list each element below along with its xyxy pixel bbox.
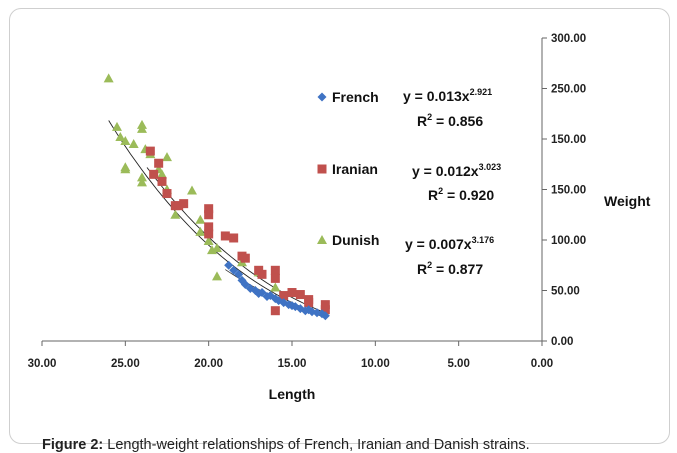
- equation-dunish: y = 0.007x3.176: [405, 235, 494, 252]
- point-dunish: [212, 243, 222, 253]
- x-tick-label: 10.00: [361, 358, 390, 370]
- point-iranian: [320, 300, 330, 310]
- x-axis-ticks: 30.00 25.00 20.00 15.00 10.00 5.00 0.00: [28, 341, 553, 370]
- point-iranian: [270, 273, 280, 283]
- point-iranian: [320, 305, 330, 315]
- point-dunish: [212, 271, 222, 281]
- x-tick-label: 5.00: [447, 358, 469, 370]
- point-iranian: [154, 158, 164, 168]
- point-iranian: [204, 210, 214, 220]
- y-tick-label: 250.00: [551, 84, 586, 96]
- point-french: [320, 311, 330, 321]
- point-dunish: [120, 136, 131, 146]
- data-points: [103, 73, 330, 321]
- y-tick-label: 100.00: [551, 235, 586, 247]
- point-iranian: [179, 199, 189, 209]
- point-iranian: [229, 233, 239, 243]
- point-iranian: [204, 222, 214, 232]
- point-dunish: [112, 121, 122, 131]
- point-iranian: [157, 176, 167, 186]
- point-french: [224, 260, 234, 270]
- x-tick-label: 15.00: [278, 358, 307, 370]
- y-tick-label: 150.00: [551, 134, 586, 146]
- x-axis-title: Length: [269, 386, 316, 402]
- point-iranian: [287, 288, 297, 298]
- scatter-chart: 0.0050.00100.00150.00150.00250.00300.00 …: [28, 33, 651, 402]
- point-dunish: [270, 282, 281, 292]
- point-iranian: [304, 298, 314, 308]
- point-iranian: [270, 265, 280, 275]
- legend-marker-iranian: [317, 164, 327, 174]
- x-tick-label: 20.00: [194, 358, 223, 370]
- point-iranian: [204, 229, 214, 239]
- point-dunish: [162, 152, 172, 162]
- point-dunish: [195, 226, 206, 236]
- point-dunish: [128, 139, 139, 149]
- point-iranian: [295, 290, 305, 300]
- point-iranian: [145, 146, 155, 156]
- point-french: [229, 265, 239, 275]
- legend-label-french: French: [332, 89, 379, 105]
- x-tick-label: 30.00: [28, 358, 57, 370]
- point-french: [240, 279, 250, 289]
- figure-caption: Figure 2: Length-weight relationships of…: [42, 437, 530, 453]
- y-tick-label: 0.00: [551, 336, 573, 348]
- x-tick-label: 0.00: [531, 358, 553, 370]
- point-dunish: [103, 73, 114, 83]
- point-iranian: [270, 306, 280, 316]
- figure-frame: 0.00 50.00 100.00 150.00 150.00 250.00 300.00 …: [9, 8, 670, 453]
- point-dunish: [170, 209, 181, 219]
- y-axis-title: Weight: [604, 193, 651, 209]
- point-iranian: [174, 201, 184, 211]
- point-iranian: [240, 253, 250, 263]
- legend-marker-french: [317, 92, 327, 102]
- legend-label-iranian: Iranian: [332, 161, 378, 177]
- legend: French y = 0.013x2.921 R2 = 0.856 Iranian y …: [317, 87, 501, 277]
- equation-iranian: y = 0.012x3.023: [412, 162, 501, 179]
- point-dunish: [157, 169, 167, 179]
- point-dunish: [203, 236, 214, 246]
- equation-french: y = 0.013x2.921: [403, 87, 492, 104]
- r-squared-dunish: R2 = 0.877: [417, 260, 483, 277]
- point-dunish: [137, 119, 147, 129]
- point-dunish: [137, 177, 147, 187]
- y-tick-label: 300.00: [551, 33, 586, 45]
- r-squared-iranian: R2 = 0.920: [428, 186, 494, 203]
- point-french: [257, 288, 267, 298]
- point-iranian: [162, 189, 172, 199]
- y-tick-label: 50.00: [551, 286, 580, 298]
- point-french: [234, 269, 244, 279]
- point-dunish: [137, 172, 147, 182]
- caption-text: Length-weight relationships of French, I…: [107, 437, 530, 453]
- point-dunish: [187, 185, 197, 195]
- point-dunish: [195, 214, 206, 224]
- point-iranian: [149, 169, 159, 179]
- legend-marker-dunish: [317, 235, 327, 244]
- point-dunish: [120, 164, 131, 174]
- point-iranian: [279, 291, 289, 301]
- legend-label-dunish: Dunish: [332, 232, 379, 248]
- r-squared-french: R2 = 0.856: [417, 112, 483, 129]
- y-axis-ticks: 0.00 50.00 100.00 150.00 150.00 250.00 300.00: [542, 33, 586, 348]
- point-iranian: [257, 269, 267, 279]
- point-iranian: [220, 231, 230, 241]
- point-iranian: [204, 204, 214, 214]
- x-tick-label: 25.00: [111, 358, 140, 370]
- point-dunish: [115, 131, 126, 141]
- y-tick-label: 150.00: [551, 185, 586, 197]
- caption-label: Figure 2:: [42, 437, 104, 453]
